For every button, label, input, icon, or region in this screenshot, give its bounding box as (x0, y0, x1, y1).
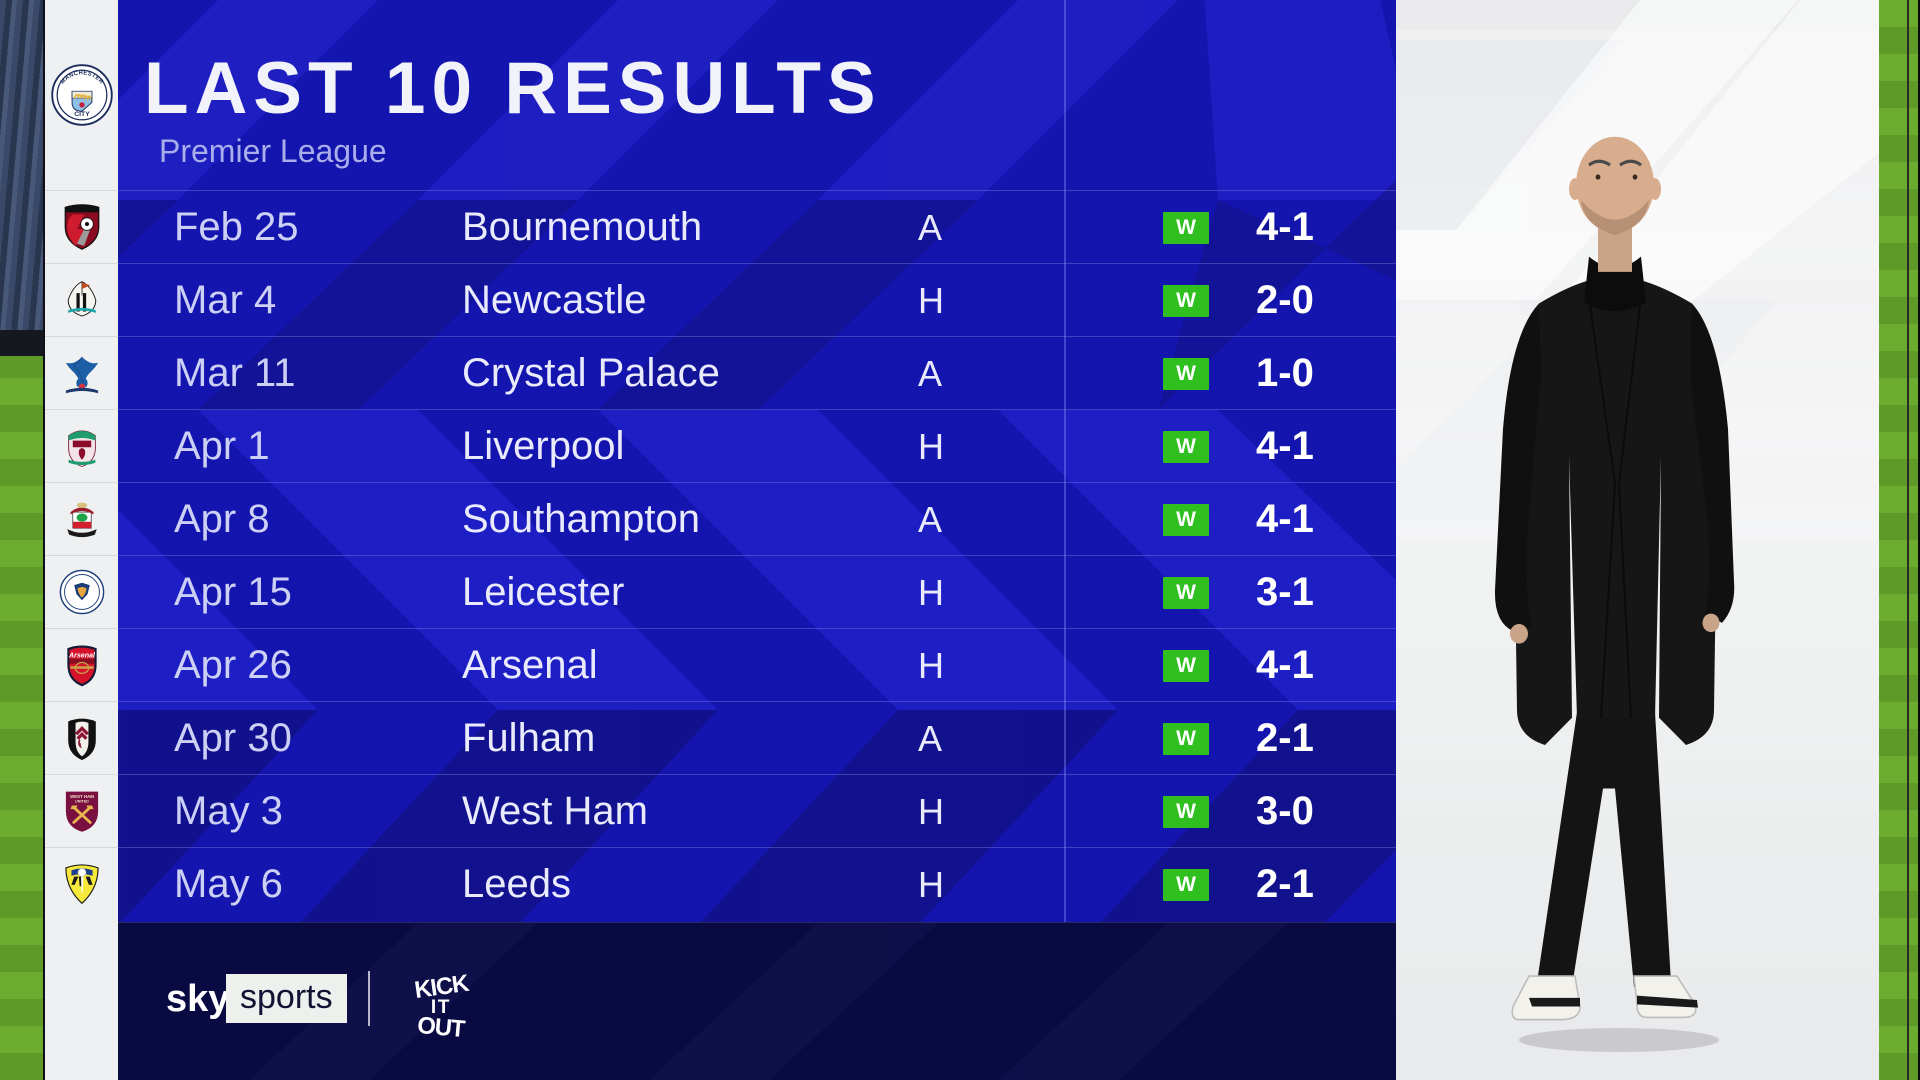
svg-text:WEST HAM: WEST HAM (70, 794, 94, 799)
svg-text:CITY: CITY (74, 111, 90, 118)
svg-text:Arsenal: Arsenal (67, 651, 95, 659)
svg-text:UNITED: UNITED (75, 799, 89, 803)
svg-text:OUT: OUT (416, 1012, 467, 1039)
